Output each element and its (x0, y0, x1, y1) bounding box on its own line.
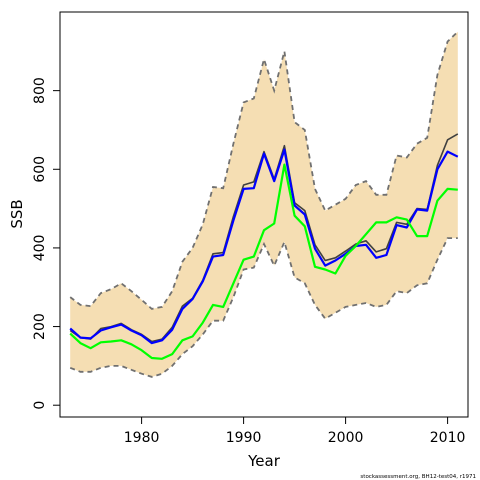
x-axis: 1980 1990 2000 2010 (124, 417, 466, 446)
series-lines (69, 133, 459, 360)
y-tick-label: 400 (32, 235, 48, 262)
y-axis-title: SSB (8, 199, 26, 228)
x-tick-label: 1980 (124, 430, 160, 446)
band-fill (70, 31, 458, 377)
x-tick-label: 1990 (226, 430, 262, 446)
y-tick-label: 200 (32, 313, 48, 340)
footnote: stockassessment.org, BH12-test04, r1971 (360, 474, 476, 480)
x-axis-title: Year (247, 452, 281, 470)
band-lower-edge (69, 237, 458, 378)
plot-frame (59, 11, 469, 418)
x-tick-label: 2000 (328, 430, 364, 446)
y-tick-label: 800 (32, 77, 48, 104)
band-upper-edge (69, 31, 459, 310)
y-axis: 0 200 400 600 800 (32, 77, 60, 410)
series-line-2 (69, 148, 459, 345)
y-tick-label: 600 (32, 156, 48, 183)
confidence-band (69, 31, 459, 378)
x-tick-label: 2010 (430, 430, 466, 446)
series-line-3 (69, 163, 458, 360)
y-tick-label: 0 (32, 401, 48, 410)
